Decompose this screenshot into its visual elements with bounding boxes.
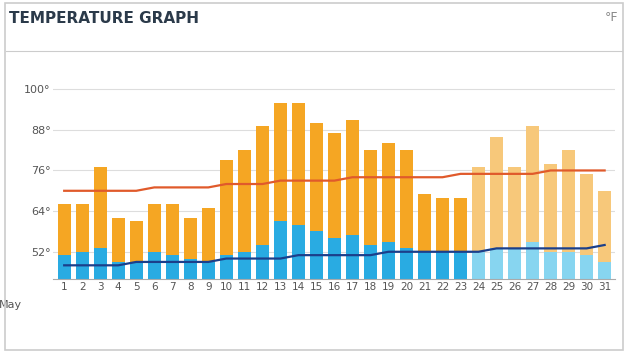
Bar [562,252,575,353]
Bar [202,262,215,353]
Bar [346,235,359,353]
Bar [238,150,251,252]
Bar [580,174,593,255]
Bar [202,208,215,262]
Bar [328,133,341,238]
Bar [598,262,611,353]
Bar [274,103,287,221]
Bar [256,245,269,353]
Bar [112,218,125,262]
Bar [76,204,89,252]
Bar [256,126,269,245]
Bar [508,167,521,249]
Bar [364,150,377,245]
Bar [472,252,485,353]
Bar [382,241,395,353]
Bar [544,252,557,353]
Bar [130,262,143,353]
Bar [94,249,107,353]
Bar [58,255,71,353]
Bar [490,137,503,249]
Bar [76,252,89,353]
Bar [328,238,341,353]
Bar [454,252,467,353]
Bar [436,252,449,353]
Bar [238,252,251,353]
Bar [526,241,539,353]
Bar [148,252,161,353]
Bar [472,167,485,252]
Bar [382,143,395,241]
Bar [166,204,179,255]
Bar [274,221,287,353]
Bar [292,225,305,353]
Bar [184,218,197,258]
Bar [58,204,71,255]
Bar [94,167,107,249]
Bar [490,249,503,353]
Bar [400,249,413,353]
Text: May: May [0,300,23,310]
Bar [346,120,359,235]
Bar [220,255,233,353]
Bar [526,126,539,241]
Text: °F: °F [605,11,619,24]
Text: TEMPERATURE GRAPH: TEMPERATURE GRAPH [9,11,200,25]
Bar [220,160,233,255]
Bar [184,258,197,353]
Bar [580,255,593,353]
Bar [436,198,449,252]
Bar [544,164,557,252]
Bar [562,150,575,252]
Bar [400,150,413,249]
Bar [166,255,179,353]
Bar [148,204,161,252]
Bar [418,194,431,252]
Bar [418,252,431,353]
Bar [364,245,377,353]
Bar [310,123,323,232]
Bar [112,262,125,353]
Bar [454,198,467,252]
Bar [310,232,323,353]
Bar [292,103,305,225]
Bar [130,221,143,262]
Bar [598,191,611,262]
Bar [508,249,521,353]
